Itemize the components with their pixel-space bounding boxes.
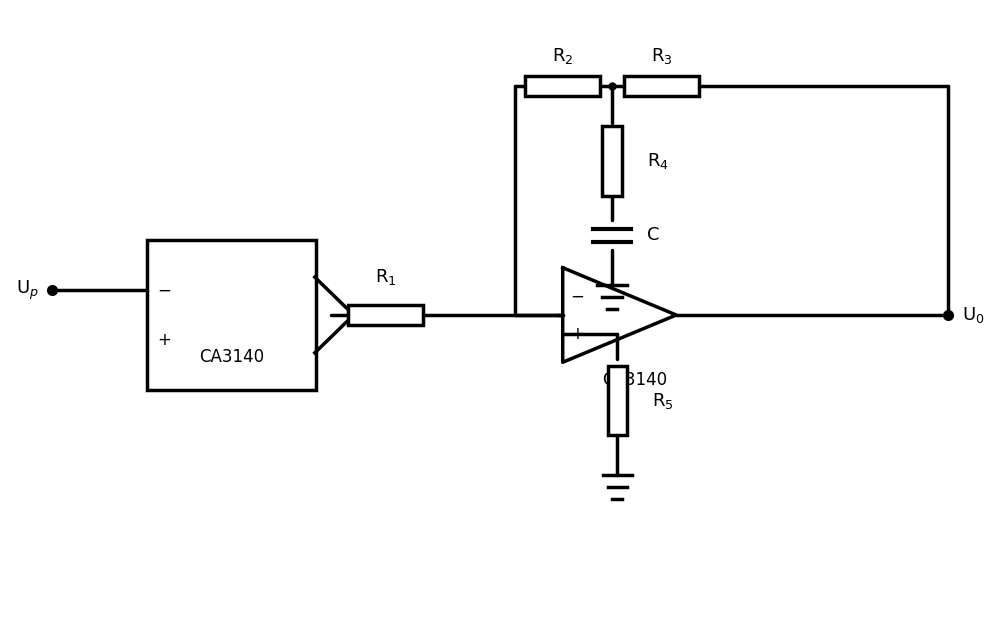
Text: R$_4$: R$_4$ (647, 151, 669, 171)
Text: $+$: $+$ (157, 331, 172, 349)
Bar (608, 366, 627, 436)
Text: CA3140: CA3140 (199, 348, 264, 366)
Text: C: C (647, 226, 659, 244)
Text: R$_5$: R$_5$ (652, 391, 674, 411)
Bar (147, 241, 316, 389)
Bar (602, 126, 622, 196)
Text: R$_2$: R$_2$ (552, 46, 573, 66)
Bar (348, 305, 423, 325)
Text: CA3140: CA3140 (602, 371, 667, 389)
Bar (624, 76, 699, 96)
Text: R$_3$: R$_3$ (651, 46, 673, 66)
Text: U$_p$: U$_p$ (16, 279, 39, 302)
Bar (525, 76, 600, 96)
Text: R$_1$: R$_1$ (375, 267, 396, 287)
Text: U$_0$: U$_0$ (962, 305, 984, 325)
Text: $-$: $-$ (570, 287, 584, 305)
Text: $+$: $+$ (570, 325, 584, 343)
Text: $-$: $-$ (157, 281, 172, 299)
